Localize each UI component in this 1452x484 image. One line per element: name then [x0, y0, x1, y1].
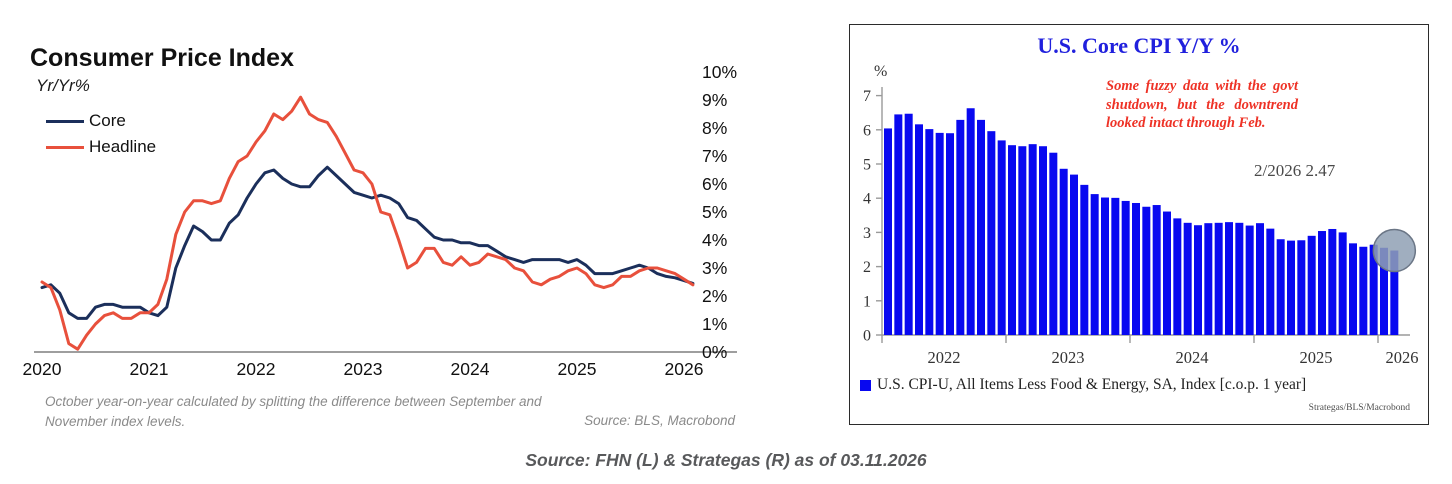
svg-text:2025: 2025	[558, 359, 597, 379]
left-chart-title: Consumer Price Index	[30, 44, 294, 72]
core-line-swatch	[46, 119, 84, 123]
left-chart-ylabel: Yr/Yr%	[36, 76, 90, 95]
svg-text:7%: 7%	[702, 146, 727, 166]
svg-text:10%: 10%	[702, 62, 737, 82]
svg-text:4: 4	[863, 191, 871, 208]
right-chart-annotation: Some fuzzy data with the govt shutdown, …	[1106, 78, 1298, 132]
left-chart-source: Source: BLS, Macrobond	[584, 413, 735, 428]
svg-text:7: 7	[863, 88, 871, 105]
last-point-label: 2/2026 2.47	[1254, 161, 1336, 180]
svg-text:0%: 0%	[702, 342, 727, 362]
bar-series-label: U.S. CPI-U, All Items Less Food & Energy…	[877, 376, 1307, 393]
svg-text:8%: 8%	[702, 118, 727, 138]
page-source-caption: Source: FHN (L) & Strategas (R) as of 03…	[525, 450, 927, 470]
legend-label-headline: Headline	[89, 137, 157, 156]
svg-text:3%: 3%	[702, 258, 727, 278]
svg-text:3: 3	[863, 225, 871, 242]
headline-line-swatch	[46, 145, 84, 149]
svg-text:1: 1	[863, 293, 871, 310]
svg-text:2%: 2%	[702, 286, 727, 306]
svg-text:5%: 5%	[702, 202, 727, 222]
svg-text:1%: 1%	[702, 314, 727, 334]
bar-series-swatch	[860, 379, 871, 391]
right-chart-legend: U.S. CPI-U, All Items Less Food & Energy…	[860, 376, 1306, 394]
svg-text:6: 6	[863, 122, 871, 139]
legend-label-core: Core	[89, 111, 126, 130]
right-chart-credit: Strategas/BLS/Macrobond	[1308, 403, 1410, 413]
right-chart-title: U.S. Core CPI Y/Y %	[1037, 33, 1241, 58]
svg-text:2023: 2023	[1052, 348, 1085, 367]
svg-text:9%: 9%	[702, 90, 727, 110]
svg-text:2022: 2022	[237, 359, 276, 379]
svg-text:2026: 2026	[1386, 348, 1419, 367]
cpi-bar-plot: 0 1 2 3 4 5 6 7 2022 2023 2024 2025 2026	[863, 87, 1419, 367]
core-cpi-bar-chart: 0 1 2 3 4 5 6 7 2022 2023 2024 2025 2026 U.S. Core C…	[849, 24, 1429, 425]
svg-text:5: 5	[863, 157, 871, 174]
svg-text:0: 0	[863, 328, 871, 345]
legend-item-core: Core	[46, 108, 156, 134]
cpi-line-plot: 0% 1% 2% 3% 4% 5% 6% 7% 8% 9% 10% 2020 2021 2022 2023 2…	[23, 62, 738, 379]
svg-text:2020: 2020	[23, 359, 62, 379]
legend-item-headline: Headline	[46, 134, 156, 160]
consumer-price-index-chart: 0% 1% 2% 3% 4% 5% 6% 7% 8% 9% 10% 2020 2021 2022 2023 2…	[23, 44, 738, 430]
svg-text:2024: 2024	[1176, 348, 1209, 367]
svg-text:2021: 2021	[130, 359, 169, 379]
svg-text:2022: 2022	[928, 348, 961, 367]
svg-text:6%: 6%	[702, 174, 727, 194]
svg-text:2024: 2024	[451, 359, 490, 379]
svg-text:2023: 2023	[344, 359, 383, 379]
svg-text:4%: 4%	[702, 230, 727, 250]
left-chart-footnote: October year-on-year calculated by split…	[45, 394, 542, 430]
svg-text:2: 2	[863, 259, 871, 276]
svg-text:2025: 2025	[1300, 348, 1333, 367]
left-chart-legend: Core Headline	[46, 108, 156, 160]
svg-text:2026: 2026	[665, 359, 704, 379]
right-chart-unit-label: %	[874, 63, 888, 80]
